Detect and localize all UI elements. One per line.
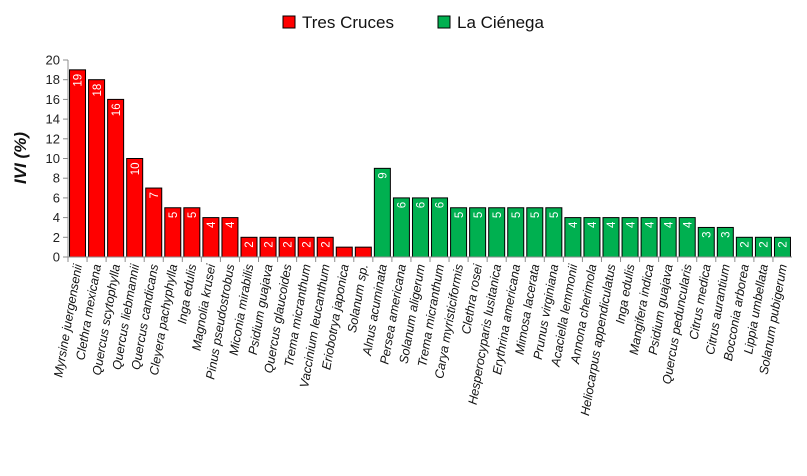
y-axis-title: IVI (%)	[11, 132, 30, 184]
y-tick-label: 4	[53, 210, 60, 225]
y-tick-label: 8	[53, 171, 60, 186]
data-label: 4	[568, 221, 580, 228]
data-label: 2	[759, 241, 771, 247]
bar	[88, 79, 106, 258]
data-label: 2	[740, 241, 752, 247]
y-axis: 0 2 4 6 8 10 12 14 16 18 20	[46, 53, 69, 265]
data-label: 6	[397, 202, 409, 208]
data-label: 4	[625, 221, 637, 228]
data-label: 4	[663, 221, 675, 228]
bar	[69, 69, 87, 258]
data-label: 4	[587, 221, 599, 228]
data-label: 2	[778, 241, 790, 247]
legend-label: Tres Cruces	[302, 13, 394, 32]
y-tick-label: 18	[46, 72, 60, 87]
bar	[354, 246, 372, 258]
data-label: 5	[473, 212, 485, 218]
legend-swatch	[437, 15, 451, 29]
bar	[335, 246, 353, 258]
y-tick-label: 14	[46, 112, 60, 127]
data-label: 6	[416, 202, 428, 208]
y-tick-label: 10	[46, 151, 60, 166]
data-label: 4	[206, 221, 218, 228]
legend-item: La Ciénega	[437, 13, 545, 32]
data-label: 7	[149, 192, 161, 198]
data-label: 10	[130, 163, 142, 176]
legend-swatch	[282, 15, 296, 29]
data-label: 2	[301, 241, 313, 247]
data-label: 5	[454, 212, 466, 218]
data-label: 5	[492, 212, 504, 218]
data-label: 2	[320, 241, 332, 247]
data-label: 9	[378, 172, 390, 178]
data-label: 2	[263, 241, 275, 247]
data-label: 5	[187, 212, 199, 218]
y-tick-label: 0	[53, 250, 60, 265]
bar	[373, 167, 391, 258]
data-label: 3	[721, 231, 733, 237]
data-label: 2	[282, 241, 294, 247]
data-label: 19	[73, 74, 85, 87]
data-label: 16	[111, 103, 123, 116]
y-tick-label: 2	[53, 230, 60, 245]
y-tick-label: 16	[46, 92, 60, 107]
bar	[107, 98, 125, 258]
data-label: 6	[435, 202, 447, 208]
y-tick-label: 6	[53, 190, 60, 205]
data-label: 5	[549, 212, 561, 218]
data-label: 2	[244, 241, 256, 247]
data-label: 4	[606, 221, 618, 228]
data-label: 4	[682, 221, 694, 228]
legend-label: La Ciénega	[457, 13, 545, 32]
legend: Tres Cruces La Ciénega	[282, 13, 545, 32]
data-label: 4	[225, 221, 237, 228]
y-tick-label: 12	[46, 131, 60, 146]
data-label: 18	[92, 84, 104, 97]
legend-item: Tres Cruces	[282, 13, 394, 32]
data-label: 4	[644, 221, 656, 228]
data-label: 5	[530, 212, 542, 218]
data-label: 5	[168, 212, 180, 218]
data-label: 5	[511, 212, 523, 218]
data-label: 3	[701, 231, 713, 237]
y-tick-label: 20	[46, 53, 60, 68]
